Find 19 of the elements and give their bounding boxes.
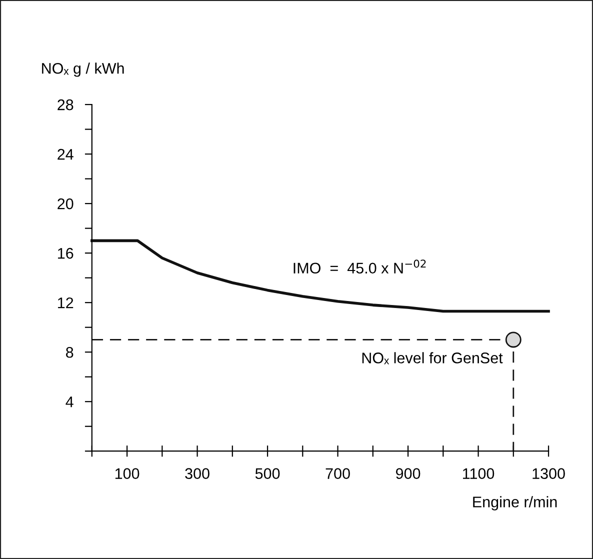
x-tick-label: 300 <box>185 468 210 479</box>
x-tick-label: 1100 <box>463 468 494 479</box>
y-tick-label: 16 <box>58 248 74 259</box>
annotation: IMO = 45.0 x N$^{−02}$ <box>294 260 426 274</box>
y-tick-label: 20 <box>58 198 74 210</box>
annotation: NOₓ level for GenSet <box>362 352 503 364</box>
y-tick-label: 24 <box>58 148 74 160</box>
line-series <box>90 239 550 313</box>
y-tick-label: 8 <box>66 346 74 358</box>
x-tick-label: 100 <box>115 468 140 479</box>
y-axis-title: NOₓ g / kWh <box>42 62 124 77</box>
y-tick-label: 4 <box>66 396 74 408</box>
x-tick-label: 700 <box>326 468 350 479</box>
x-tick-label: 900 <box>396 468 420 479</box>
x-tick-label: 500 <box>255 468 280 479</box>
x-axis-title: Engine r/min <box>473 496 557 510</box>
y-tick-label: 28 <box>58 99 74 110</box>
x-tick-label: 1300 <box>532 468 565 479</box>
y-tick-label: 12 <box>58 297 74 308</box>
